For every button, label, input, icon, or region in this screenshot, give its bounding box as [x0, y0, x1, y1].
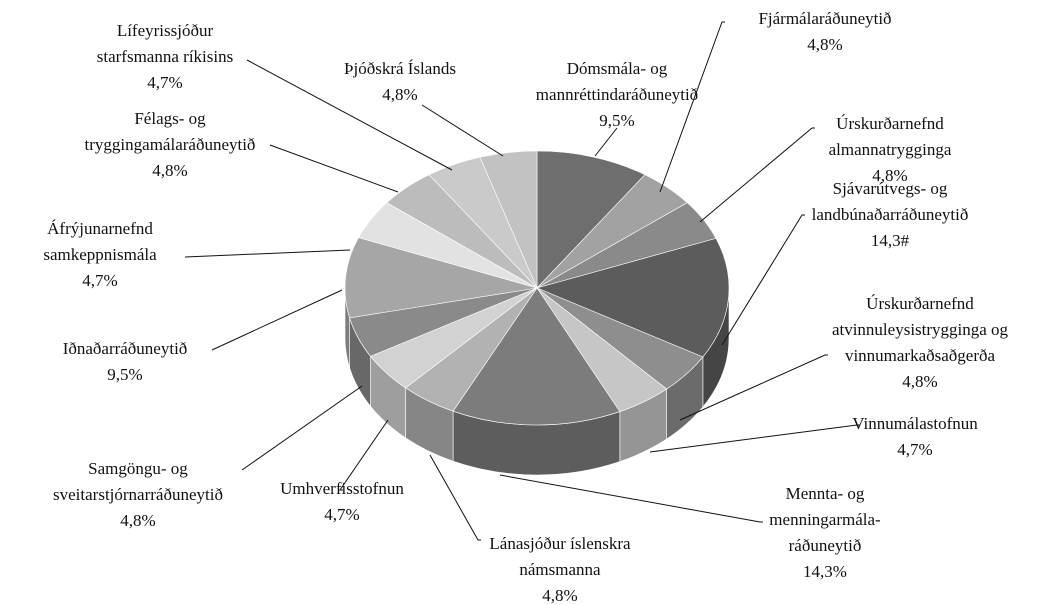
category-label: vinnumarkaðsaðgerða	[845, 346, 996, 365]
category-label: atvinnuleysistrygginga og	[832, 320, 1009, 339]
slice	[536, 238, 730, 358]
category-label: Lífeyrissjóður	[117, 21, 214, 40]
leader-line	[721, 214, 805, 346]
leader-line	[269, 144, 399, 193]
leader-line	[699, 127, 815, 223]
value-label: 4,7%	[147, 73, 182, 92]
category-label: samkeppnismála	[43, 245, 157, 264]
category-label: Sjávarútvegs- og	[833, 179, 948, 198]
leader-line	[246, 59, 453, 171]
category-label: Félags- og	[134, 109, 206, 128]
leader-line	[499, 474, 763, 523]
value-label: 4,8%	[152, 161, 187, 180]
value-label: 4,8%	[382, 85, 417, 104]
value-label: 4,8%	[807, 35, 842, 54]
leader-line	[184, 249, 351, 258]
category-label: Iðnaðarráðuneytið	[63, 339, 188, 358]
value-label: 9,5%	[599, 111, 634, 130]
slice	[452, 287, 621, 426]
leader-line	[679, 354, 828, 421]
category-label: menningarmála-	[769, 510, 881, 529]
category-label: tryggingamálaráðuneytið	[85, 135, 256, 154]
value-label: 14,3%	[803, 562, 847, 581]
value-label: 4,8%	[872, 166, 907, 185]
leader-line	[211, 289, 343, 351]
category-label: Mennta- og	[786, 484, 865, 503]
category-label: Dómsmála- og	[567, 59, 668, 78]
leader-line	[649, 424, 860, 453]
value-label: 4,7%	[897, 440, 932, 459]
value-label: 4,8%	[902, 372, 937, 391]
category-label: Umhverfisstofnun	[280, 479, 404, 498]
value-label: 4,8%	[542, 586, 577, 605]
category-label: námsmanna	[519, 560, 601, 579]
category-label: Vinnumálastofnun	[852, 414, 978, 433]
category-label: Fjármálaráðuneytið	[758, 9, 891, 28]
category-label: mannréttindaráðuneytið	[536, 85, 698, 104]
leader-line	[659, 21, 725, 193]
slice	[536, 150, 646, 289]
category-label: starfsmanna ríkisins	[97, 47, 233, 66]
category-label: Lánasjóður íslenskra	[489, 534, 631, 553]
category-label: Þjóðskrá Íslands	[344, 59, 456, 78]
category-label: Áfrýjunarnefnd	[47, 219, 153, 238]
value-label: 4,8%	[120, 511, 155, 530]
value-label: 14,3#	[871, 231, 910, 250]
category-label: ráðuneytið	[789, 536, 862, 555]
leader-line	[339, 419, 389, 491]
leader-line	[241, 385, 363, 471]
leader-line	[594, 127, 618, 157]
category-label: Úrskurðarnefnd	[866, 294, 974, 313]
category-label: Samgöngu- og	[88, 459, 188, 478]
category-label: landbúnaðarráðuneytið	[812, 205, 969, 224]
slice	[479, 150, 538, 289]
value-label: 9,5%	[107, 365, 142, 384]
slice	[344, 237, 538, 319]
category-label: almannatrygginga	[829, 140, 952, 159]
category-label: Úrskurðarnefnd	[836, 114, 944, 133]
leader-line	[421, 104, 504, 157]
category-label: sveitarstjórnarráðuneytið	[53, 485, 223, 504]
value-label: 4,7%	[324, 505, 359, 524]
leader-line	[429, 454, 481, 541]
value-label: 4,7%	[82, 271, 117, 290]
